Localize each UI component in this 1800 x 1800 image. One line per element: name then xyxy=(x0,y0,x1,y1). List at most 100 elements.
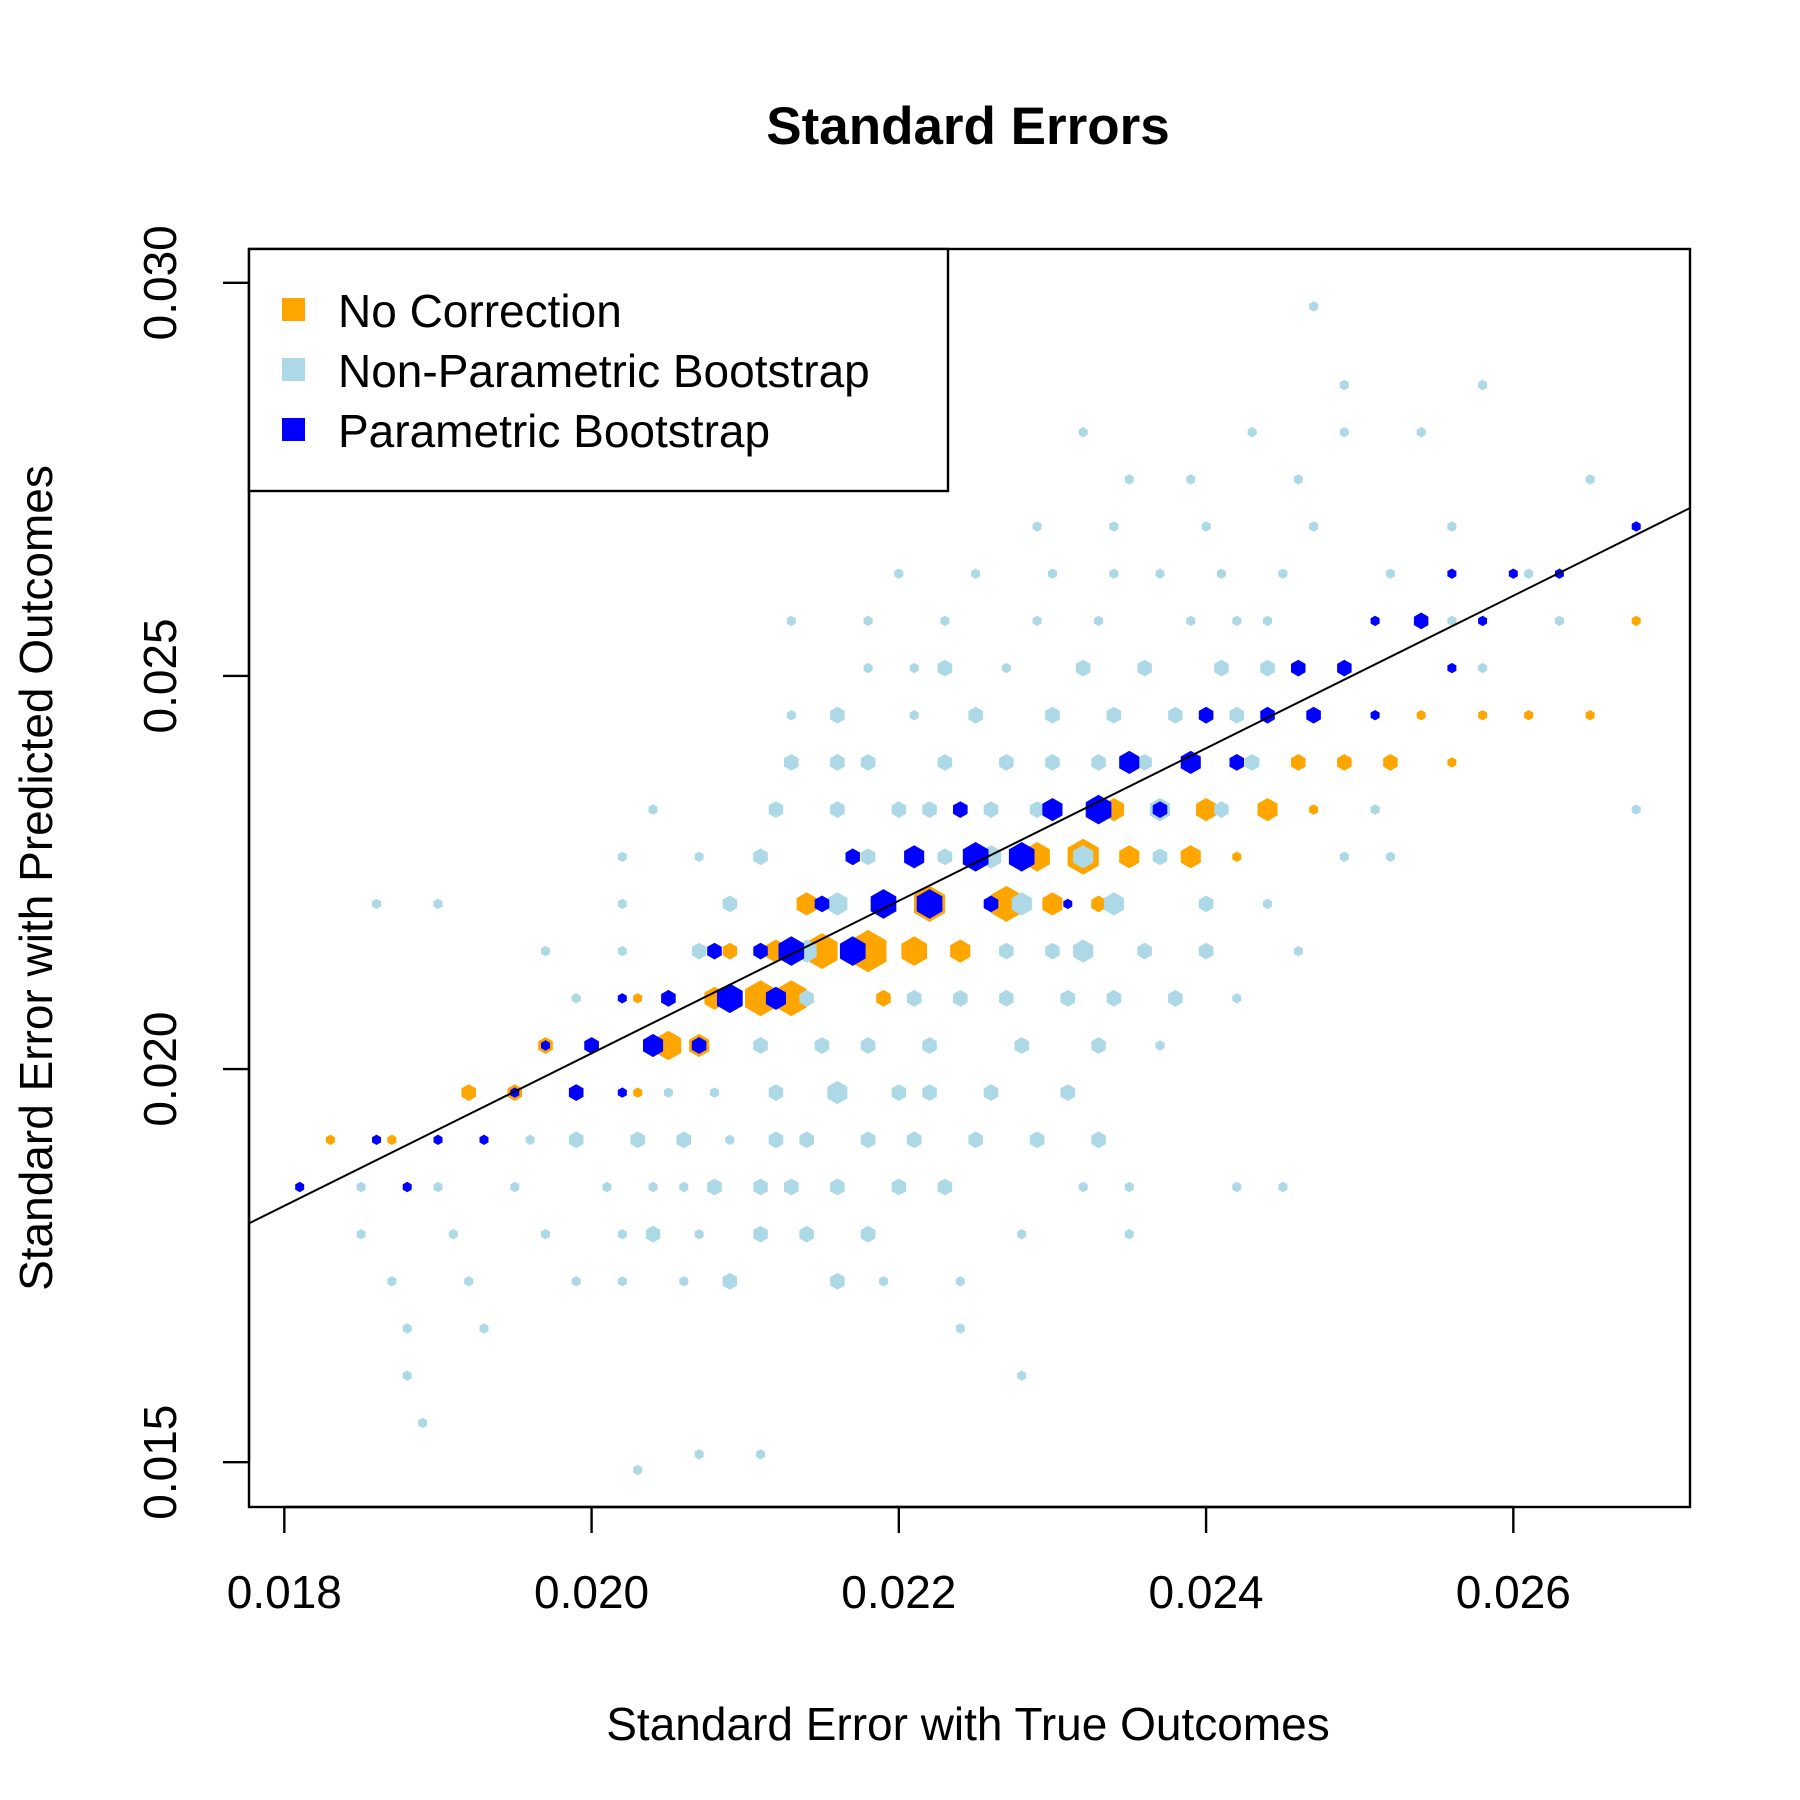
point-series-1-28 xyxy=(645,1225,661,1243)
point-series-1-83 xyxy=(909,710,919,721)
point-series-1-14 xyxy=(541,945,550,957)
point-series-0-13 xyxy=(745,980,777,1017)
point-series-1-128 xyxy=(1094,615,1103,627)
point-series-2-49 xyxy=(1631,521,1641,532)
point-series-2-28 xyxy=(1008,842,1035,872)
point-series-1-69 xyxy=(860,1131,876,1149)
point-series-1-161 xyxy=(1263,615,1272,627)
point-series-1-79 xyxy=(891,1178,907,1196)
point-series-1-164 xyxy=(1278,568,1288,579)
point-series-1-70 xyxy=(860,1037,876,1054)
point-series-0-42 xyxy=(1383,754,1398,771)
legend-swatch-parametric xyxy=(282,418,305,441)
point-series-1-105 xyxy=(999,942,1014,960)
point-series-1-150 xyxy=(1198,895,1214,913)
point-series-2-43 xyxy=(1413,612,1429,630)
point-series-1-167 xyxy=(1309,521,1319,532)
point-series-1-154 xyxy=(1232,993,1242,1004)
point-series-1-152 xyxy=(1214,659,1229,677)
point-series-1-61 xyxy=(827,892,848,916)
point-series-2-36 xyxy=(1229,754,1245,771)
point-series-1-176 xyxy=(1385,568,1395,579)
point-series-1-19 xyxy=(602,1181,612,1193)
point-series-0-16 xyxy=(796,892,817,916)
x-tick-label-4: 0.026 xyxy=(1456,1566,1571,1618)
point-series-1-179 xyxy=(1447,615,1457,627)
point-series-1-95 xyxy=(953,989,968,1007)
point-series-2-21 xyxy=(845,848,860,866)
point-series-1-9 xyxy=(448,1229,458,1240)
point-series-1-47 xyxy=(753,1037,768,1054)
point-series-2-12 xyxy=(661,989,676,1007)
point-series-1-13 xyxy=(525,1134,535,1145)
point-series-1-178 xyxy=(1447,521,1457,532)
point-series-1-108 xyxy=(1017,1229,1027,1240)
point-series-2-13 xyxy=(691,1037,707,1054)
point-series-2-26 xyxy=(962,842,989,872)
x-axis-label: Standard Error with True Outcomes xyxy=(606,1698,1330,1750)
point-series-2-9 xyxy=(617,1087,627,1098)
point-series-1-127 xyxy=(1091,1131,1106,1149)
point-series-1-94 xyxy=(955,1323,965,1334)
point-series-1-42 xyxy=(722,895,738,913)
point-series-2-42 xyxy=(1370,615,1380,627)
point-series-2-1 xyxy=(372,1134,381,1145)
point-series-1-107 xyxy=(1014,1037,1029,1054)
point-series-1-144 xyxy=(1168,989,1183,1007)
point-series-2-39 xyxy=(1306,706,1321,724)
point-series-1-90 xyxy=(937,848,953,866)
point-series-0-34 xyxy=(1196,798,1217,822)
point-series-2-14 xyxy=(707,942,722,960)
point-series-1-37 xyxy=(694,851,704,862)
point-series-2-0 xyxy=(295,1181,305,1193)
point-series-2-15 xyxy=(717,983,743,1014)
point-series-1-21 xyxy=(617,1276,627,1287)
point-series-2-24 xyxy=(916,889,943,919)
point-series-0-15 xyxy=(775,980,807,1017)
point-series-2-44 xyxy=(1447,662,1457,674)
legend: No Correction Non-Parametric Bootstrap P… xyxy=(247,247,950,493)
point-series-0-38 xyxy=(1291,754,1306,771)
point-series-2-4 xyxy=(479,1134,489,1145)
legend-box xyxy=(247,247,950,493)
point-series-1-57 xyxy=(799,1131,814,1149)
point-series-1-40 xyxy=(710,1087,719,1098)
point-series-1-120 xyxy=(1073,845,1094,869)
point-series-1-77 xyxy=(891,1084,907,1101)
point-series-1-139 xyxy=(1137,754,1152,771)
point-series-1-22 xyxy=(617,851,627,862)
point-series-1-71 xyxy=(860,1225,876,1243)
point-series-2-19 xyxy=(814,895,830,913)
point-series-1-24 xyxy=(617,945,627,957)
point-series-1-140 xyxy=(1155,1040,1165,1051)
point-series-1-86 xyxy=(922,801,937,818)
legend-swatch-non-parametric xyxy=(282,358,305,381)
y-tick-label-3: 0.030 xyxy=(134,225,186,340)
y-tick-label-0: 0.015 xyxy=(134,1405,186,1520)
point-series-1-155 xyxy=(1229,706,1245,724)
point-series-2-38 xyxy=(1291,659,1306,677)
point-series-1-17 xyxy=(571,993,581,1004)
point-series-1-180 xyxy=(1478,662,1488,674)
point-series-0-0 xyxy=(325,1134,335,1145)
point-series-1-72 xyxy=(860,848,876,866)
point-series-0-47 xyxy=(1585,710,1595,721)
point-series-2-17 xyxy=(765,986,786,1010)
point-series-1-126 xyxy=(1091,1037,1106,1054)
point-series-1-82 xyxy=(906,989,922,1007)
point-series-1-122 xyxy=(1075,659,1091,677)
point-series-1-89 xyxy=(937,754,953,771)
point-series-1-6 xyxy=(418,1417,428,1429)
point-series-1-185 xyxy=(1631,804,1641,815)
point-series-1-138 xyxy=(1137,659,1152,677)
point-series-1-25 xyxy=(630,1131,645,1149)
point-series-1-67 xyxy=(830,706,845,724)
chart-title: Standard Errors xyxy=(766,97,1170,156)
point-series-1-113 xyxy=(1029,801,1045,818)
point-series-1-93 xyxy=(955,1276,965,1287)
point-series-0-31 xyxy=(1119,845,1140,869)
point-series-1-74 xyxy=(863,662,873,674)
point-series-1-103 xyxy=(999,754,1014,771)
point-series-1-151 xyxy=(1216,568,1226,579)
point-series-1-142 xyxy=(1152,848,1168,866)
